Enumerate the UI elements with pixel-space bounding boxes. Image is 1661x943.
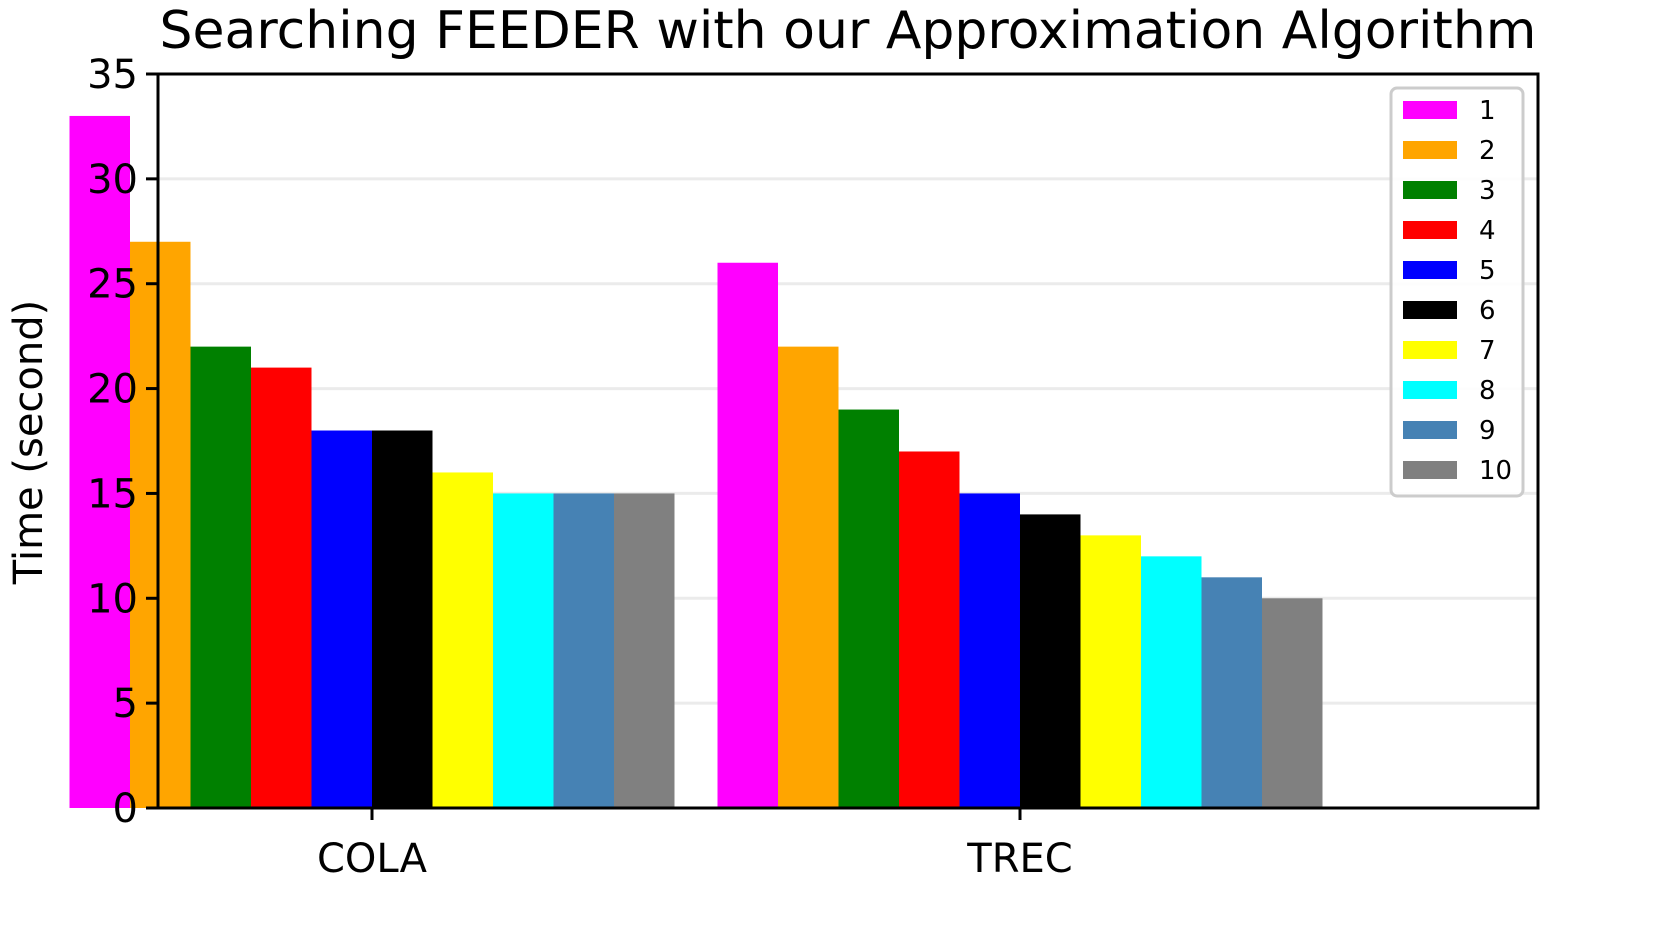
bar-trec-series-5: [959, 493, 1020, 808]
bar-cola-series-5: [311, 430, 372, 808]
legend-swatch-8: [1403, 381, 1457, 399]
bar-trec-series-1: [717, 262, 778, 808]
chart-title: Searching FEEDER with our Approximation …: [160, 1, 1537, 61]
bar-cola-series-3: [190, 346, 251, 808]
legend-swatch-5: [1403, 261, 1457, 279]
x-tick-label-cola: COLA: [317, 836, 428, 882]
legend-label-3: 3: [1479, 176, 1496, 206]
y-axis-ticks: 0 5 10 15 20 25 30 35: [87, 52, 158, 832]
y-tick-label: 15: [87, 471, 138, 517]
legend-label-1: 1: [1479, 96, 1496, 126]
bar-trec-series-8: [1141, 556, 1202, 808]
bar-trec-series-9: [1201, 577, 1262, 808]
y-tick-label: 10: [87, 576, 138, 622]
bar-cola-series-1: [69, 115, 130, 808]
bar-cola-series-4: [251, 367, 312, 808]
legend-swatch-2: [1403, 141, 1457, 159]
legend-label-7: 7: [1479, 336, 1496, 366]
y-tick-label: 35: [87, 52, 138, 98]
y-tick-label: 25: [87, 262, 138, 308]
bar-cola-series-8: [493, 493, 554, 808]
bars: [69, 115, 1323, 808]
legend-label-8: 8: [1479, 376, 1496, 406]
legend-label-10: 10: [1479, 456, 1512, 486]
legend: 1 2 3 4 5 6 7 8 9 10: [1389, 86, 1525, 498]
bar-trec-series-10: [1262, 598, 1323, 808]
bar-cola-series-9: [553, 493, 614, 808]
legend-swatch-3: [1403, 181, 1457, 199]
y-tick-label: 20: [87, 367, 138, 413]
legend-label-9: 9: [1479, 416, 1496, 446]
legend-label-4: 4: [1479, 216, 1496, 246]
plot-frame: [156, 72, 1540, 810]
bar-trec-series-7: [1080, 535, 1141, 808]
bar-trec-series-2: [778, 346, 839, 808]
x-axis-ticks: COLA TREC: [317, 808, 1073, 882]
legend-swatch-9: [1403, 421, 1457, 439]
y-tick-label: 0: [113, 786, 138, 832]
bar-cola-series-2: [130, 241, 191, 808]
legend-swatch-10: [1403, 461, 1457, 479]
legend-swatch-1: [1403, 101, 1457, 119]
bar-trec-series-3: [838, 409, 899, 808]
y-axis-label: Time (second): [6, 300, 52, 585]
bar-trec-series-6: [1020, 514, 1081, 808]
bar-trec-series-4: [899, 451, 960, 808]
legend-swatch-4: [1403, 221, 1457, 239]
legend-label-6: 6: [1479, 296, 1496, 326]
y-tick-label: 30: [87, 157, 138, 203]
x-tick-label-trec: TREC: [966, 836, 1072, 882]
legend-swatch-7: [1403, 341, 1457, 359]
bar-cola-series-6: [372, 430, 433, 808]
legend-label-5: 5: [1479, 256, 1496, 286]
y-tick-label: 5: [113, 681, 138, 727]
bar-cola-series-10: [614, 493, 675, 808]
legend-swatch-6: [1403, 301, 1457, 319]
legend-label-2: 2: [1479, 136, 1496, 166]
bar-cola-series-7: [432, 472, 493, 808]
